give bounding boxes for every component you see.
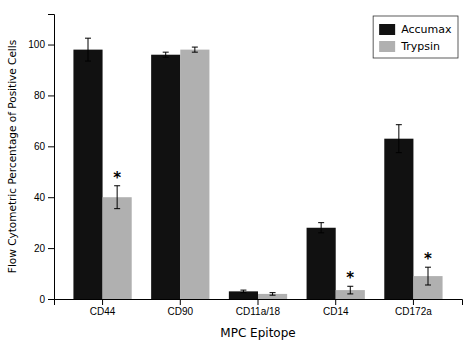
y-tick-mark <box>48 45 54 46</box>
x-tick-label: CD14 <box>323 306 349 317</box>
chart: 020406080100CD44CD90CD11a/18CD14CD172a**… <box>0 0 474 345</box>
y-axis-line <box>48 15 55 300</box>
bar <box>151 55 180 299</box>
annotation: * <box>424 250 432 268</box>
bar <box>307 228 336 299</box>
x-tick-mark <box>102 299 103 305</box>
x-tick-label: CD172a <box>395 306 432 317</box>
bar <box>103 197 132 299</box>
error-bar <box>270 293 276 296</box>
error-bar <box>425 267 431 285</box>
y-tick: 60 <box>34 141 54 152</box>
x-tick-mark <box>335 299 336 305</box>
y-tick-label: 100 <box>28 39 45 50</box>
annotations: * * * <box>113 169 432 288</box>
y-tick-mark <box>48 95 54 96</box>
x-tick: CD11a/18 <box>236 299 281 317</box>
error-bar <box>240 290 246 293</box>
x-tick-mark <box>258 299 259 305</box>
x-tick-label: CD90 <box>167 306 193 317</box>
y-tick-label: 40 <box>34 192 46 203</box>
error-bar <box>318 223 324 233</box>
annotation: * <box>113 169 121 187</box>
bar <box>384 139 413 299</box>
error-bar <box>347 286 353 294</box>
legend-label: Accumax <box>401 23 452 36</box>
y-axis: 0 20 40 60 80 100 <box>28 15 54 305</box>
y-tick-label: 0 <box>39 294 45 305</box>
error-bar <box>396 125 402 153</box>
y-tick: 40 <box>34 192 54 203</box>
legend-frame <box>373 16 458 58</box>
y-tick: 80 <box>34 90 54 101</box>
x-tick-mark <box>180 299 181 305</box>
legend: Accumax Trypsin <box>373 16 458 58</box>
y-tick-mark <box>48 248 54 249</box>
x-tick: CD14 <box>323 299 349 317</box>
marks <box>73 38 442 299</box>
legend-swatch <box>379 41 395 52</box>
x-axis-line <box>55 300 463 306</box>
error-bar <box>163 52 169 57</box>
plot: 020406080100CD44CD90CD11a/18CD14CD172a**… <box>6 15 463 341</box>
annotation: * <box>346 269 354 287</box>
series <box>103 47 443 299</box>
x-tick: CD44 <box>90 299 116 317</box>
y-tick-label: 80 <box>34 90 46 101</box>
series <box>73 38 413 299</box>
y-tick: 20 <box>34 243 54 254</box>
legend-item: Trypsin <box>379 40 440 53</box>
bar <box>73 50 102 299</box>
x-axis-title: MPC Epitope <box>220 326 295 340</box>
y-tick: 0 <box>39 294 54 305</box>
x-tick-mark <box>413 299 414 305</box>
y-tick-label: 60 <box>34 141 46 152</box>
error-bar <box>192 47 198 52</box>
error-bar <box>85 38 91 61</box>
x-tick: CD90 <box>167 299 193 317</box>
y-tick-mark <box>48 299 54 300</box>
x-tick: CD172a <box>395 299 432 317</box>
x-axis: CD44 CD90 CD11a/18 CD14 CD172a <box>55 299 463 317</box>
x-tick-label: CD11a/18 <box>236 306 281 317</box>
x-tick-label: CD44 <box>90 306 116 317</box>
bar <box>180 50 209 299</box>
legend-item: Accumax <box>379 23 452 36</box>
y-tick-label: 20 <box>34 243 46 254</box>
legend-label: Trypsin <box>400 40 440 53</box>
y-tick-mark <box>48 146 54 147</box>
error-bar <box>114 186 120 209</box>
y-tick-mark <box>48 197 54 198</box>
y-tick: 100 <box>28 39 54 50</box>
legend-swatch <box>379 24 395 35</box>
y-axis-title: Flow Cytometric Percentage of Positive C… <box>6 40 18 273</box>
